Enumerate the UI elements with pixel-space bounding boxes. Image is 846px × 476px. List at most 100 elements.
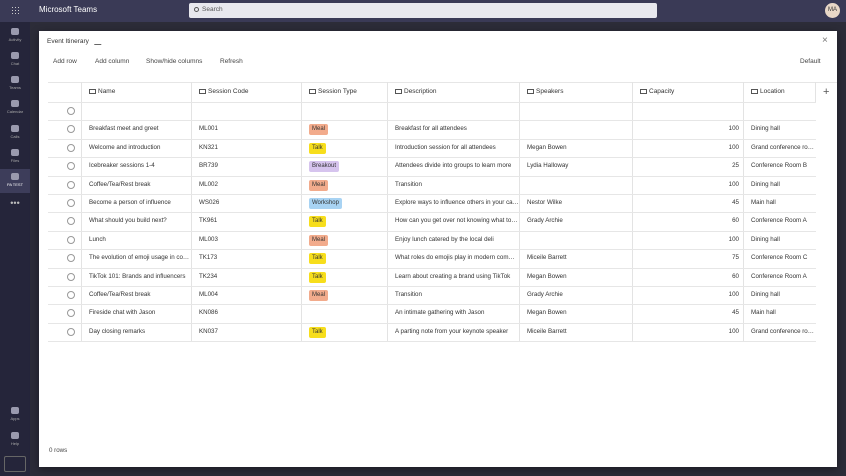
cell[interactable]: KN037 xyxy=(199,327,218,335)
cell[interactable]: Lunch xyxy=(89,235,106,243)
column-header[interactable]: Session Type xyxy=(318,88,357,95)
cell[interactable]: 60 xyxy=(732,272,739,280)
cell[interactable]: Attendees divide into groups to learn mo… xyxy=(395,162,512,170)
avatar[interactable]: MA xyxy=(825,3,840,18)
nav-icon[interactable] xyxy=(11,76,19,83)
cell[interactable]: Explore ways to influence others in your… xyxy=(395,199,519,206)
cell[interactable]: Conference Room A xyxy=(751,217,807,225)
cell[interactable]: KN086 xyxy=(199,309,218,317)
column-header[interactable]: Speakers xyxy=(536,88,564,95)
cell[interactable]: TikTok 101: Brands and influencers xyxy=(89,272,186,280)
cell[interactable]: ML002 xyxy=(199,180,218,188)
cell[interactable]: 60 xyxy=(732,217,739,225)
cell[interactable]: Transition xyxy=(395,180,422,188)
cell[interactable]: Miceile Barrett xyxy=(527,254,567,262)
row-select[interactable] xyxy=(67,199,75,207)
nav-label[interactable]: Calls xyxy=(10,134,20,139)
nav-icon[interactable] xyxy=(11,100,19,107)
cell[interactable]: ML001 xyxy=(199,125,218,133)
cell[interactable]: Nestor Wilke xyxy=(527,199,563,206)
nav-label[interactable]: PA TEST xyxy=(6,182,24,187)
cell[interactable]: How can you get over not knowing what to… xyxy=(395,217,519,225)
cell[interactable]: Grand conference room xyxy=(751,327,815,335)
row-select[interactable] xyxy=(67,235,75,244)
cell[interactable]: Conference Room A xyxy=(751,272,807,280)
cell[interactable]: Introduction session for all attendees xyxy=(395,143,496,151)
nav-label[interactable]: Activity xyxy=(8,37,22,42)
cell[interactable]: 100 xyxy=(728,235,739,243)
cell[interactable]: Main hall xyxy=(751,309,776,317)
cell[interactable]: 100 xyxy=(728,143,739,151)
cell[interactable]: Breakfast meet and greet xyxy=(89,125,159,133)
row-select[interactable] xyxy=(67,309,75,318)
cell[interactable]: Icebreaker sessions 1-4 xyxy=(89,162,155,170)
close-button[interactable]: × xyxy=(822,35,828,46)
cell[interactable]: BR739 xyxy=(199,162,218,170)
cell[interactable]: Conference Room C xyxy=(751,254,808,262)
nav-icon[interactable] xyxy=(11,149,19,156)
nav-icon[interactable] xyxy=(11,52,19,59)
cell[interactable]: Become a person of influence xyxy=(89,199,171,206)
cell[interactable]: Coffee/Tea/Rest break xyxy=(89,291,151,298)
cell[interactable]: Main hall xyxy=(751,199,776,206)
toolbar-button[interactable]: Add row xyxy=(53,58,77,65)
cell[interactable]: Dining hall xyxy=(751,235,780,243)
column-header[interactable]: Location xyxy=(760,88,785,95)
column-header[interactable]: Name xyxy=(98,88,116,95)
cell[interactable]: What roles do emojis play in modern comm… xyxy=(395,254,519,262)
cell[interactable]: Coffee/Tea/Rest break xyxy=(89,180,151,188)
cell[interactable]: TK234 xyxy=(199,272,218,280)
nav-icon[interactable] xyxy=(11,407,19,414)
cell[interactable]: ML003 xyxy=(199,235,218,243)
nav-icon[interactable] xyxy=(11,28,19,35)
nav-label[interactable]: Teams xyxy=(9,85,21,90)
cell[interactable]: Megan Bowen xyxy=(527,272,567,280)
cell[interactable]: 100 xyxy=(728,291,739,298)
new-row-select[interactable] xyxy=(67,107,75,115)
cell[interactable]: 100 xyxy=(728,327,739,335)
row-select[interactable] xyxy=(67,254,75,263)
cell[interactable]: KN321 xyxy=(199,143,218,151)
cell[interactable]: Transition xyxy=(395,291,422,298)
cell[interactable]: Grady Archie xyxy=(527,291,563,298)
cell[interactable]: A parting note from your keynote speaker xyxy=(395,327,509,335)
cell[interactable]: Megan Bowen xyxy=(527,309,567,317)
cell[interactable]: Breakfast for all attendees xyxy=(395,125,467,133)
cell[interactable]: Learn about creating a brand using TikTo… xyxy=(395,272,511,280)
nav-icon[interactable] xyxy=(11,432,19,439)
cell[interactable]: Dining hall xyxy=(751,291,780,298)
nav-icon[interactable] xyxy=(11,173,19,180)
cell[interactable]: Grand conference room xyxy=(751,143,815,151)
cell[interactable]: An intimate gathering with Jason xyxy=(395,309,485,317)
cell[interactable]: ML004 xyxy=(199,291,218,298)
row-select[interactable] xyxy=(67,217,75,226)
nav-label[interactable]: Apps xyxy=(10,416,20,421)
toolbar-button[interactable]: Show/hide columns xyxy=(146,58,203,65)
cell[interactable]: Lydia Halloway xyxy=(527,162,569,170)
cell[interactable]: What should you build next? xyxy=(89,217,167,225)
cell[interactable]: Day closing remarks xyxy=(89,327,146,335)
cell[interactable]: 25 xyxy=(732,162,739,170)
nav-icon[interactable] xyxy=(11,125,19,132)
cell[interactable]: Grady Archie xyxy=(527,217,563,225)
row-select[interactable] xyxy=(67,143,75,152)
search-box[interactable]: Search xyxy=(189,3,657,18)
row-select[interactable] xyxy=(67,125,75,134)
column-header[interactable]: Description xyxy=(404,88,437,95)
row-select[interactable] xyxy=(67,180,75,189)
cell[interactable]: 100 xyxy=(728,125,739,133)
nav-label[interactable]: Files xyxy=(10,158,20,163)
nav-label[interactable]: Help xyxy=(10,441,20,446)
more-apps[interactable]: ••• xyxy=(10,198,20,208)
cell[interactable]: 45 xyxy=(732,309,739,317)
row-select[interactable] xyxy=(67,327,75,336)
column-header[interactable]: Capacity xyxy=(649,88,675,95)
cell[interactable]: Enjoy lunch catered by the local deli xyxy=(395,235,494,243)
cell[interactable]: Megan Bowen xyxy=(527,143,567,151)
app-launcher[interactable] xyxy=(11,6,20,15)
view-selector[interactable]: Default xyxy=(800,58,821,65)
nav-label[interactable]: Calendar xyxy=(6,109,24,114)
toolbar-button[interactable]: Refresh xyxy=(220,58,243,65)
edit-icon[interactable] xyxy=(93,38,106,45)
row-select[interactable] xyxy=(67,291,75,299)
